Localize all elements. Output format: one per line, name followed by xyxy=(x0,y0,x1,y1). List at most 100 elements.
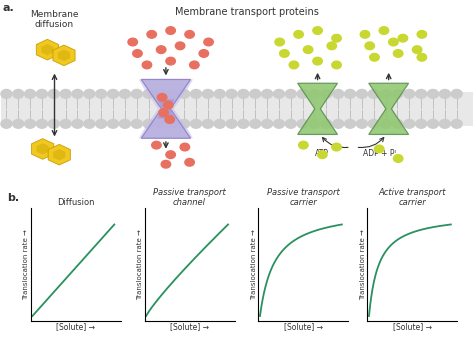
Circle shape xyxy=(238,89,249,98)
Title: Diffusion: Diffusion xyxy=(57,198,95,207)
Circle shape xyxy=(380,89,391,98)
Circle shape xyxy=(142,61,152,69)
Circle shape xyxy=(273,89,284,98)
Circle shape xyxy=(321,119,332,128)
Circle shape xyxy=(84,89,95,98)
Circle shape xyxy=(36,119,47,128)
Circle shape xyxy=(303,46,313,54)
Circle shape xyxy=(294,31,303,38)
Circle shape xyxy=(332,61,341,69)
Circle shape xyxy=(48,89,59,98)
Circle shape xyxy=(428,89,438,98)
Circle shape xyxy=(185,31,194,38)
Polygon shape xyxy=(141,79,191,138)
Circle shape xyxy=(250,119,261,128)
Circle shape xyxy=(161,160,171,168)
Circle shape xyxy=(108,89,118,98)
Circle shape xyxy=(285,89,296,98)
Circle shape xyxy=(404,89,415,98)
Circle shape xyxy=(332,34,341,42)
Circle shape xyxy=(166,151,175,159)
Circle shape xyxy=(159,109,168,117)
Circle shape xyxy=(398,34,408,42)
Circle shape xyxy=(313,57,322,65)
Circle shape xyxy=(392,119,403,128)
Polygon shape xyxy=(157,99,174,118)
Circle shape xyxy=(191,119,201,128)
Y-axis label: Translocation rate →: Translocation rate → xyxy=(23,229,29,300)
Circle shape xyxy=(332,143,341,151)
Circle shape xyxy=(417,31,427,38)
Circle shape xyxy=(13,119,24,128)
Circle shape xyxy=(167,89,178,98)
Circle shape xyxy=(393,50,403,57)
Circle shape xyxy=(143,119,154,128)
Circle shape xyxy=(13,89,24,98)
Circle shape xyxy=(318,151,327,159)
Circle shape xyxy=(164,101,173,109)
Circle shape xyxy=(96,119,107,128)
Circle shape xyxy=(262,119,273,128)
Circle shape xyxy=(360,31,370,38)
Circle shape xyxy=(152,141,161,149)
Circle shape xyxy=(327,42,337,50)
Text: Membrane transport proteins: Membrane transport proteins xyxy=(174,7,319,17)
Circle shape xyxy=(175,42,185,50)
Circle shape xyxy=(299,141,308,149)
Bar xyxy=(1,92,473,126)
Circle shape xyxy=(285,119,296,128)
Circle shape xyxy=(165,116,174,123)
X-axis label: [Solute] →: [Solute] → xyxy=(393,322,432,331)
Circle shape xyxy=(128,38,137,46)
Circle shape xyxy=(356,119,367,128)
Title: Passive transport
channel: Passive transport channel xyxy=(153,188,226,207)
Circle shape xyxy=(96,89,107,98)
Circle shape xyxy=(143,89,154,98)
Circle shape xyxy=(356,89,367,98)
Polygon shape xyxy=(139,79,193,138)
Circle shape xyxy=(345,119,356,128)
Circle shape xyxy=(119,89,130,98)
Y-axis label: Translocation rate →: Translocation rate → xyxy=(137,229,143,300)
Circle shape xyxy=(147,31,156,38)
X-axis label: [Solute] →: [Solute] → xyxy=(170,322,209,331)
Circle shape xyxy=(412,46,422,54)
Polygon shape xyxy=(41,44,54,55)
Polygon shape xyxy=(53,45,75,66)
X-axis label: [Solute] →: [Solute] → xyxy=(284,322,323,331)
Circle shape xyxy=(60,89,71,98)
Circle shape xyxy=(202,89,213,98)
Circle shape xyxy=(451,119,462,128)
Circle shape xyxy=(155,89,166,98)
Circle shape xyxy=(262,89,273,98)
Circle shape xyxy=(289,61,299,69)
Circle shape xyxy=(428,119,438,128)
Circle shape xyxy=(133,50,142,57)
Polygon shape xyxy=(298,83,337,134)
Circle shape xyxy=(374,145,384,153)
Text: a.: a. xyxy=(2,3,14,13)
Circle shape xyxy=(214,89,225,98)
Circle shape xyxy=(25,89,36,98)
Polygon shape xyxy=(48,144,70,165)
Polygon shape xyxy=(32,139,54,159)
Circle shape xyxy=(166,27,175,34)
Circle shape xyxy=(131,89,142,98)
Circle shape xyxy=(439,119,450,128)
Text: ADP + Pᴵ: ADP + Pᴵ xyxy=(363,149,396,158)
Circle shape xyxy=(370,54,379,61)
Circle shape xyxy=(439,89,450,98)
Polygon shape xyxy=(58,50,70,61)
Circle shape xyxy=(108,119,118,128)
Circle shape xyxy=(250,89,261,98)
Circle shape xyxy=(179,89,190,98)
Circle shape xyxy=(309,89,320,98)
Circle shape xyxy=(368,119,379,128)
Circle shape xyxy=(297,89,308,98)
Polygon shape xyxy=(369,83,409,134)
Text: b.: b. xyxy=(7,193,19,203)
Circle shape xyxy=(365,42,374,50)
Y-axis label: Translocation rate →: Translocation rate → xyxy=(251,229,257,300)
Circle shape xyxy=(180,143,190,151)
Title: Active transport
carrier: Active transport carrier xyxy=(379,188,446,207)
